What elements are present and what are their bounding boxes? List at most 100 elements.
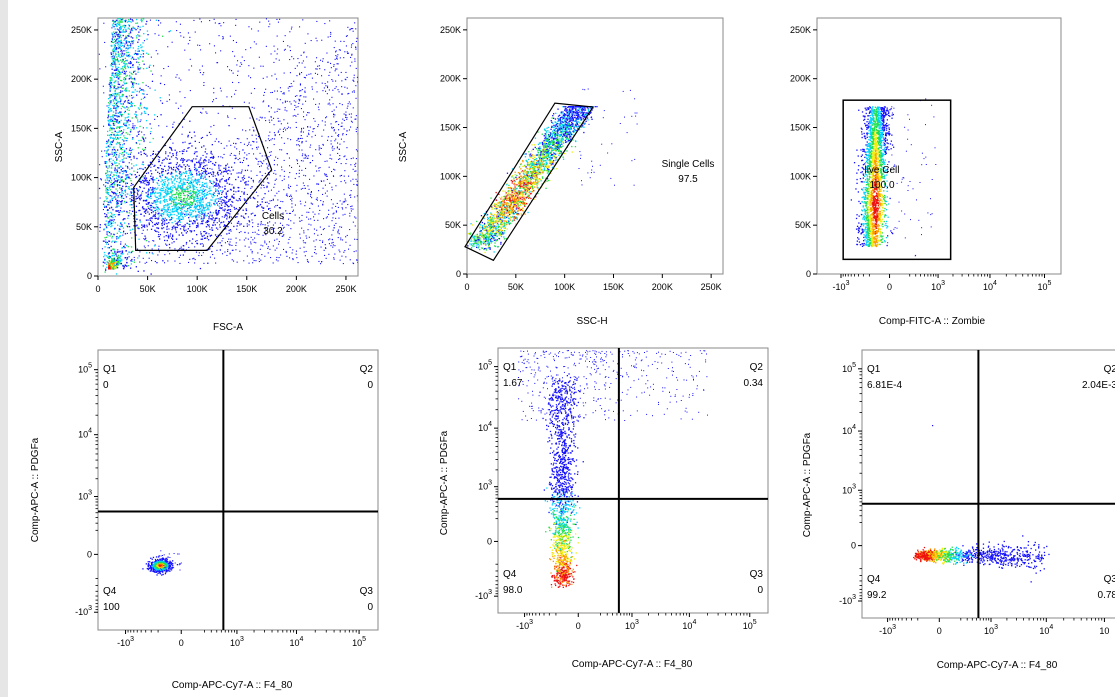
event-dot (223, 199, 225, 201)
event-dot (117, 224, 119, 226)
event-dot (290, 194, 292, 196)
event-dot (147, 202, 150, 204)
event-dot (243, 216, 245, 219)
event-dot (124, 137, 126, 139)
event-dot (127, 155, 129, 158)
event-dot (328, 209, 330, 211)
event-dot (182, 192, 184, 194)
event-dot (195, 168, 197, 170)
event-dot (180, 35, 182, 37)
event-dot (114, 96, 116, 98)
event-dot (143, 180, 145, 182)
event-dot (217, 174, 220, 176)
event-dot (194, 209, 196, 211)
event-dot (204, 214, 206, 216)
event-dot (332, 241, 334, 243)
event-dot (278, 190, 280, 192)
event-dot (204, 237, 207, 239)
event-dot (150, 155, 152, 157)
event-dot (337, 206, 339, 208)
event-dot (115, 162, 117, 164)
event-dot (181, 152, 184, 155)
event-dot (147, 203, 150, 205)
event-dot (195, 193, 197, 195)
event-dot (290, 83, 292, 85)
event-dot (206, 167, 209, 170)
event-dot (199, 243, 202, 245)
event-dot (175, 76, 177, 78)
event-dot (127, 35, 129, 37)
event-dot (327, 87, 329, 89)
event-dot (340, 125, 342, 127)
event-dot (112, 216, 114, 219)
event-dot (199, 204, 202, 206)
event-dot (143, 178, 146, 180)
event-dot (161, 172, 163, 174)
event-dot (335, 210, 337, 212)
event-dot (213, 195, 216, 197)
event-dot (224, 205, 226, 207)
event-dot (233, 186, 235, 188)
event-dot (147, 53, 149, 55)
event-dot (105, 161, 108, 163)
event-dot (191, 212, 193, 214)
event-dot (135, 205, 138, 207)
event-dot (223, 221, 225, 223)
event-dot (338, 129, 340, 131)
event-dot (110, 107, 112, 110)
event-dot (229, 210, 232, 212)
event-dot (175, 174, 177, 177)
event-dot (321, 82, 323, 84)
event-dot (104, 150, 106, 152)
event-dot (301, 129, 303, 131)
event-dot (109, 108, 111, 111)
event-dot (291, 166, 293, 168)
event-dot (141, 49, 143, 52)
event-dot (277, 199, 279, 201)
event-dot (125, 132, 127, 134)
event-dot (151, 252, 153, 254)
event-dot (245, 202, 248, 204)
event-dot (287, 126, 289, 128)
event-dot (134, 52, 136, 55)
event-dot (119, 144, 121, 146)
event-dot (307, 157, 309, 159)
event-dot (341, 226, 343, 228)
event-dot (132, 84, 134, 86)
event-dot (215, 138, 217, 140)
event-dot (135, 111, 137, 113)
event-dot (289, 127, 291, 129)
event-dot (305, 201, 307, 203)
event-dot (219, 186, 221, 188)
event-dot (170, 173, 172, 175)
event-dot (206, 112, 208, 114)
event-dot (125, 265, 128, 267)
event-dot (262, 101, 264, 103)
event-dot (199, 206, 201, 208)
event-dot (268, 174, 270, 176)
event-dot (218, 210, 220, 212)
event-dot (115, 88, 117, 90)
event-dot (321, 180, 323, 182)
event-dot (304, 255, 306, 257)
event-dot (243, 191, 245, 193)
event-dot (180, 178, 182, 180)
event-dot (254, 237, 256, 239)
event-dot (153, 165, 155, 167)
event-dot (107, 148, 109, 151)
event-dot (105, 187, 108, 190)
event-dot (98, 187, 101, 190)
event-dot (324, 174, 326, 176)
event-dot (113, 44, 116, 46)
event-dot (110, 127, 112, 129)
event-dot (310, 144, 312, 146)
event-dot (171, 182, 173, 184)
event-dot (342, 239, 344, 241)
event-dot (129, 102, 132, 104)
event-dot (274, 179, 276, 181)
event-dot (144, 147, 147, 149)
event-dot (289, 46, 291, 48)
event-dot (150, 70, 152, 72)
event-dot (124, 124, 126, 126)
event-dot (320, 263, 322, 265)
